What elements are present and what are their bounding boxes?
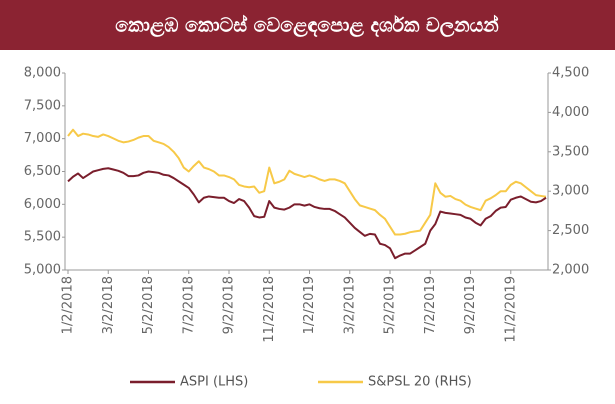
x-tick-label: 11/2/2019 (503, 276, 518, 343)
x-tick-label: 3/2/2018 (101, 276, 116, 334)
chart-title: කොළඹ කොටස් වෙළෙඳපොළ දර්ශක චලනයන් (115, 14, 499, 37)
y-tick-label: 6,500 (24, 164, 61, 179)
y-tick-label: 5,500 (24, 230, 61, 245)
legend-label: S&PSL 20 (RHS) (368, 375, 472, 390)
y-tick-label: 5,000 (24, 263, 61, 278)
title-band (0, 0, 615, 50)
x-tick-label: 5/2/2018 (141, 276, 156, 334)
legend-label: ASPI (LHS) (180, 375, 248, 390)
x-tick-label: 11/2/2018 (262, 276, 277, 343)
y2-tick-label: 3,000 (552, 184, 589, 199)
x-tick-label: 5/2/2019 (383, 276, 398, 334)
y2-tick-label: 3,500 (552, 144, 589, 159)
y-tick-label: 6,000 (24, 197, 61, 212)
x-tick-label: 7/2/2019 (423, 276, 438, 334)
y-tick-label: 7,500 (24, 98, 61, 113)
x-tick-label: 1/2/2019 (302, 276, 317, 334)
y-tick-label: 7,000 (24, 131, 61, 146)
series-line (67, 167, 547, 260)
x-tick-label: 7/2/2018 (181, 276, 196, 334)
y2-tick-label: 2,000 (552, 263, 589, 278)
y2-tick-label: 4,500 (552, 66, 589, 81)
series-line (67, 128, 547, 236)
x-tick-label: 1/2/2018 (61, 276, 76, 334)
x-tick-label: 9/2/2019 (463, 276, 478, 334)
x-tick-label: 3/2/2019 (342, 276, 357, 334)
x-tick-label: 9/2/2018 (222, 276, 237, 334)
y2-tick-label: 4,000 (552, 105, 589, 120)
y-tick-label: 8,000 (24, 66, 61, 81)
y2-tick-label: 2,500 (552, 223, 589, 238)
